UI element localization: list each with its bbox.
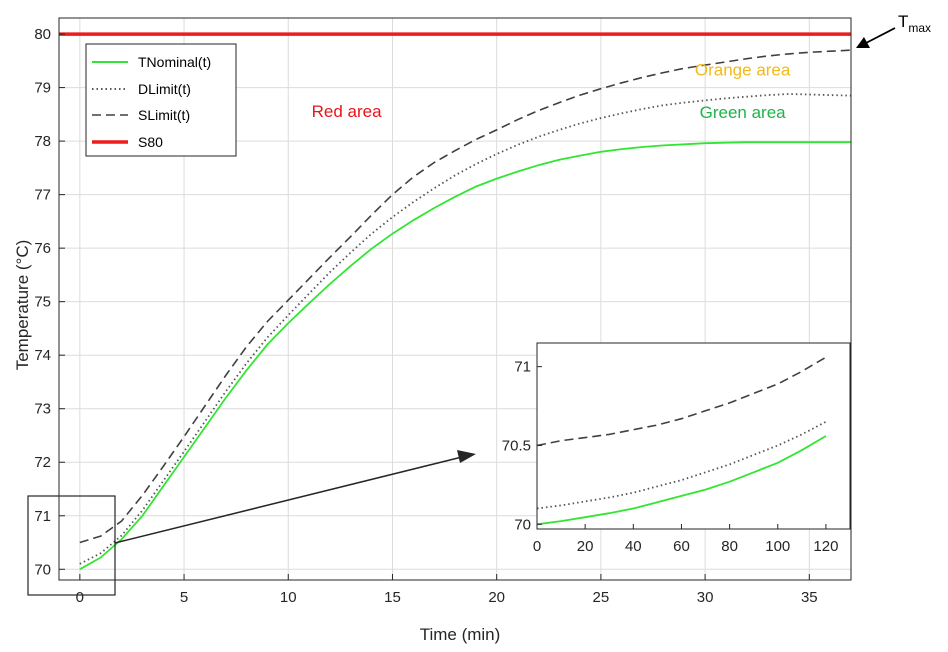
inset-series — [536, 356, 827, 526]
x-tick-label: 15 — [384, 589, 401, 606]
inset-frame — [536, 342, 851, 530]
inset-x-tick-label: 120 — [813, 538, 838, 555]
inset-background — [537, 343, 850, 529]
series-line-slimit-t — [79, 49, 852, 544]
y-tick-label: 74 — [34, 347, 51, 364]
x-tick-label: 30 — [697, 589, 714, 606]
inset-ticks: 0 20 40 60 80 100 120 70 70.5 71 — [502, 359, 839, 555]
y-tick-label: 76 — [34, 240, 51, 257]
y-axis-label: Temperature (°C) — [13, 240, 32, 371]
y-tick-label: 75 — [34, 294, 51, 311]
tmax-label: Tmax — [898, 12, 931, 35]
tmax-arrow-line — [865, 27, 896, 44]
legend: TNominal(t) DLimit(t) SLimit(t) S80 — [85, 43, 237, 157]
inset-series-line-tnominal-t — [536, 435, 827, 526]
x-tick-label: 25 — [593, 589, 610, 606]
inset-y-tick-label: 71 — [514, 359, 531, 376]
green-area-label: Green area — [700, 103, 787, 122]
inset-x-tick-label: 80 — [721, 538, 738, 555]
tmax-arrow-head — [856, 37, 870, 48]
y-tick-label: 78 — [34, 133, 51, 150]
x-tick-label: 10 — [280, 589, 297, 606]
inset-x-tick-label: 60 — [673, 538, 690, 555]
x-tick-label: 5 — [180, 589, 188, 606]
y-tick-label: 79 — [34, 80, 51, 97]
inset-series-line-slimit-t — [536, 356, 827, 447]
y-tick-label: 71 — [34, 508, 51, 525]
inset-x-tick-label: 100 — [765, 538, 790, 555]
red-area-label: Red area — [312, 102, 382, 121]
legend-label-s80: S80 — [138, 134, 163, 150]
y-tick-label: 70 — [34, 561, 51, 578]
zoom-box — [27, 495, 116, 596]
inset-x-tick-label: 40 — [625, 538, 642, 555]
x-tick-label: 0 — [76, 589, 84, 606]
main-series — [59, 32, 852, 571]
y-tick-label: 72 — [34, 454, 51, 471]
inset-y-tick-label: 70.5 — [502, 437, 531, 454]
x-tick-label: 35 — [801, 589, 818, 606]
orange-area-label: Orange area — [695, 60, 791, 79]
plot-frame — [58, 17, 852, 581]
y-tick-label: 77 — [34, 187, 51, 204]
zoom-arrow-head — [457, 450, 476, 463]
legend-label-dlimit: DLimit(t) — [138, 81, 191, 97]
x-axis-label: Time (min) — [420, 625, 501, 644]
inset-x-tick-label: 0 — [533, 538, 541, 555]
tmax-label-main: T — [898, 12, 908, 31]
inset-y-tick-label: 70 — [514, 516, 531, 533]
inset-x-tick-label: 20 — [577, 538, 594, 555]
x-tick-label: 20 — [488, 589, 505, 606]
series-line-tnominal-t — [79, 141, 851, 571]
y-tick-label: 80 — [34, 26, 51, 43]
zoom-arrow-line — [114, 456, 463, 544]
legend-label-slimit: SLimit(t) — [138, 107, 190, 123]
y-tick-label: 73 — [34, 401, 51, 418]
tmax-label-sub: max — [908, 21, 931, 35]
main-ticks: 0 5 10 15 20 25 30 35 70 71 72 73 74 75 76 77 78 79 80 — [34, 26, 817, 606]
legend-label-tnominal: TNominal(t) — [138, 54, 211, 70]
series-line-dlimit-t — [79, 93, 852, 565]
inset-chart: 0 20 40 60 80 100 120 70 70.5 71 — [502, 342, 851, 555]
